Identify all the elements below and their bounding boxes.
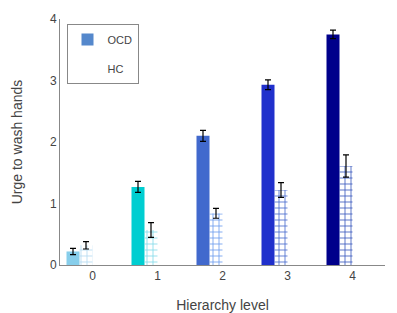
svg-text:Urge to wash hands: Urge to wash hands (9, 80, 25, 205)
svg-text:4: 4 (349, 269, 356, 283)
svg-text:Hierarchy level: Hierarchy level (176, 297, 269, 313)
svg-text:3: 3 (284, 269, 291, 283)
svg-text:1: 1 (154, 269, 161, 283)
svg-text:3: 3 (50, 74, 57, 88)
svg-text:2: 2 (219, 269, 226, 283)
svg-text:HC: HC (108, 63, 124, 75)
svg-text:0: 0 (50, 258, 57, 272)
svg-text:4: 4 (50, 12, 57, 26)
svg-text:1: 1 (50, 197, 57, 211)
svg-text:OCD: OCD (108, 34, 133, 46)
svg-text:2: 2 (50, 135, 57, 149)
svg-text:0: 0 (89, 269, 96, 283)
